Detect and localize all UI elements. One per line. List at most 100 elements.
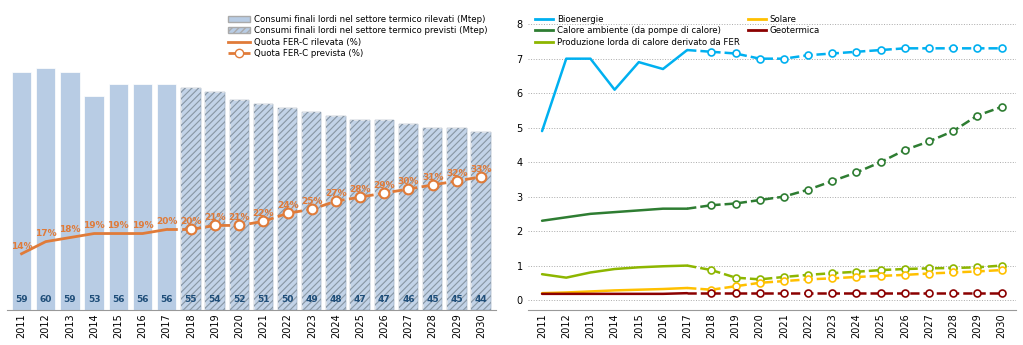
Geotermica	[657, 292, 669, 296]
Line: Bioenergie: Bioenergie	[542, 50, 687, 131]
Bar	[254, 104, 273, 310]
Bar	[206, 92, 225, 310]
Text: 24%: 24%	[277, 201, 299, 210]
Bar	[229, 100, 249, 311]
Solare	[657, 287, 669, 291]
Produzione lorda di calore derivato da FER	[632, 265, 644, 269]
Bar	[351, 120, 369, 310]
Bar	[85, 96, 103, 310]
Bar	[351, 120, 369, 310]
Text: 60: 60	[40, 295, 52, 304]
Text: 55: 55	[184, 295, 197, 304]
Geotermica	[584, 292, 596, 296]
Geotermica	[561, 292, 573, 296]
Text: 29%: 29%	[373, 181, 395, 190]
Text: 47: 47	[377, 295, 391, 304]
Text: 18%: 18%	[59, 225, 81, 234]
Bar	[447, 128, 466, 310]
Text: 45: 45	[427, 295, 439, 304]
Bioenergie	[584, 57, 596, 61]
Text: 21%: 21%	[205, 213, 226, 222]
Solare	[609, 288, 621, 293]
Geotermica	[681, 291, 694, 295]
Bar	[254, 104, 273, 310]
Bar	[157, 84, 176, 310]
Bar	[206, 92, 225, 310]
Text: 25%: 25%	[301, 197, 322, 206]
Bar	[447, 128, 466, 310]
Text: 49: 49	[306, 295, 318, 304]
Bar	[472, 132, 491, 310]
Produzione lorda di calore derivato da FER	[561, 276, 573, 280]
Bioenergie	[536, 129, 548, 133]
Bar	[229, 100, 249, 311]
Bar	[326, 116, 346, 310]
Bar	[326, 116, 346, 310]
Solare	[561, 290, 573, 295]
Text: 19%: 19%	[83, 221, 105, 230]
Calore ambiente (da pompe di calore)	[681, 207, 694, 211]
Text: 31%: 31%	[421, 173, 443, 182]
Bar	[12, 72, 32, 310]
Text: 44: 44	[475, 295, 487, 304]
Bioenergie	[681, 48, 694, 52]
Geotermica	[609, 292, 621, 296]
Text: 50: 50	[281, 295, 294, 304]
Bar	[181, 88, 201, 310]
Bar	[108, 84, 128, 310]
Text: 51: 51	[257, 295, 270, 304]
Line: Calore ambiente (da pompe di calore): Calore ambiente (da pompe di calore)	[542, 209, 687, 221]
Text: 54: 54	[209, 295, 221, 304]
Line: Solare: Solare	[542, 288, 687, 293]
Bar	[422, 128, 442, 310]
Text: 46: 46	[402, 295, 414, 304]
Solare	[632, 288, 644, 292]
Bioenergie	[609, 88, 621, 92]
Bar	[133, 84, 152, 310]
Bar	[302, 112, 321, 310]
Text: 19%: 19%	[132, 221, 153, 230]
Bioenergie	[632, 60, 644, 64]
Text: 56: 56	[136, 295, 148, 304]
Calore ambiente (da pompe di calore)	[657, 207, 669, 211]
Produzione lorda di calore derivato da FER	[657, 264, 669, 268]
Text: 20%: 20%	[180, 217, 202, 226]
Line: Produzione lorda di calore derivato da FER: Produzione lorda di calore derivato da F…	[542, 266, 687, 278]
Calore ambiente (da pompe di calore)	[584, 212, 596, 216]
Bar	[399, 124, 418, 310]
Text: 56: 56	[161, 295, 173, 304]
Text: 19%: 19%	[107, 221, 129, 230]
Bar	[374, 120, 394, 310]
Bar	[422, 128, 442, 310]
Produzione lorda di calore derivato da FER	[681, 264, 694, 268]
Solare	[536, 291, 548, 295]
Text: 52: 52	[233, 295, 246, 304]
Line: Geotermica: Geotermica	[542, 293, 687, 294]
Text: 17%: 17%	[35, 229, 56, 238]
Text: 59: 59	[15, 295, 28, 304]
Text: 45: 45	[450, 295, 463, 304]
Calore ambiente (da pompe di calore)	[632, 208, 644, 213]
Calore ambiente (da pompe di calore)	[609, 210, 621, 214]
Text: 21%: 21%	[228, 213, 250, 222]
Bar	[181, 88, 201, 310]
Bar	[60, 72, 80, 310]
Calore ambiente (da pompe di calore)	[561, 215, 573, 219]
Text: 47: 47	[354, 295, 366, 304]
Solare	[681, 286, 694, 290]
Legend: Consumi finali lordi nel settore termico rilevati (Mtep), Consumi finali lordi n: Consumi finali lordi nel settore termico…	[225, 11, 491, 62]
Bar	[302, 112, 321, 310]
Bar	[399, 124, 418, 310]
Bar	[36, 68, 55, 310]
Text: 33%: 33%	[471, 165, 492, 174]
Text: 59: 59	[63, 295, 77, 304]
Calore ambiente (da pompe di calore)	[536, 219, 548, 223]
Text: 14%: 14%	[11, 241, 33, 250]
Bar	[472, 132, 491, 310]
Text: 28%: 28%	[350, 185, 371, 194]
Text: 53: 53	[88, 295, 100, 304]
Bar	[374, 120, 394, 310]
Bar	[278, 108, 298, 310]
Geotermica	[632, 292, 644, 296]
Bioenergie	[657, 67, 669, 71]
